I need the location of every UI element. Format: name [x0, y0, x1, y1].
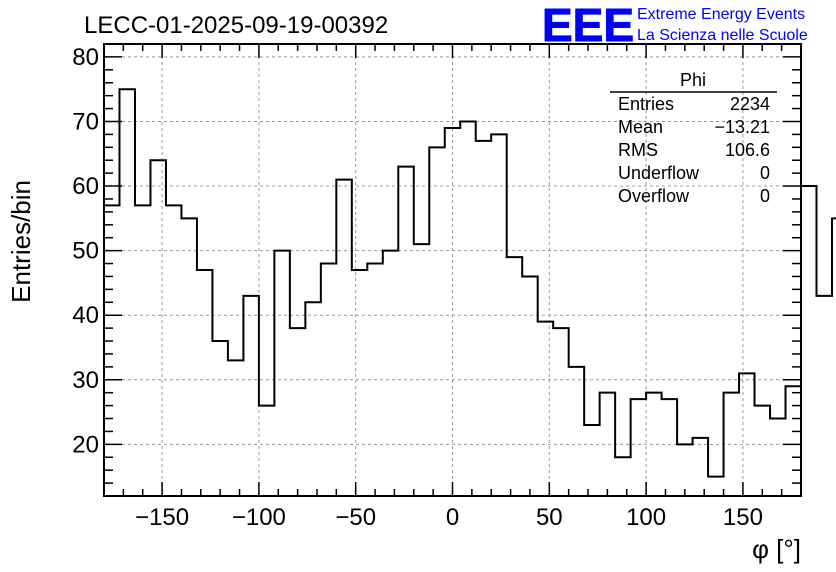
stats-row-label: Overflow	[618, 186, 690, 206]
stats-box-title: Phi	[680, 70, 706, 90]
y-tick-label: 80	[72, 44, 99, 71]
stats-row-value: 2234	[730, 94, 770, 114]
stats-row-value: 106.6	[725, 140, 770, 160]
stats-row-value: 0	[760, 163, 770, 183]
logo-line-1: Extreme Energy Events	[637, 6, 805, 23]
x-tick-label: −100	[232, 504, 286, 531]
logo-mark: EEE	[542, 0, 634, 51]
x-tick-label: −50	[335, 504, 376, 531]
x-tick-label: 0	[446, 504, 459, 531]
stats-row-label: Entries	[618, 94, 674, 114]
stats-row-label: Mean	[618, 117, 663, 137]
x-tick-label: 150	[723, 504, 763, 531]
y-tick-labels: 20 30 40 50 60 70 80	[72, 44, 99, 458]
histogram-series	[104, 88, 836, 478]
y-axis-label: Entries/bin	[6, 180, 36, 303]
x-tick-label: −150	[135, 504, 189, 531]
y-tick-label: 60	[72, 173, 99, 200]
x-axis-label: φ [°]	[752, 534, 801, 564]
y-tick-label: 20	[72, 431, 99, 458]
x-tick-label: 50	[536, 504, 563, 531]
stats-box-rows: Entries 2234 Mean −13.21 RMS 106.6 Underflow 0 O…	[618, 94, 770, 206]
stats-row-label: Underflow	[618, 163, 700, 183]
chart-title: LECC-01-2025-09-19-00392	[84, 12, 388, 39]
logo-line-2: La Scienza nelle Scuole	[637, 27, 808, 44]
stats-row-value: 0	[760, 186, 770, 206]
axis-ticks	[103, 43, 802, 496]
y-tick-label: 70	[72, 108, 99, 135]
x-tick-labels: −150 −100 −50 0 50 100 150	[135, 504, 763, 531]
stats-row-label: RMS	[618, 140, 658, 160]
y-tick-label: 40	[72, 302, 99, 329]
y-tick-label: 50	[72, 238, 99, 265]
y-tick-label: 30	[72, 367, 99, 394]
stats-box: Phi Entries 2234 Mean −13.21 RMS 106.6 Underfl…	[610, 70, 777, 206]
x-tick-label: 100	[626, 504, 666, 531]
stats-row-value: −13.21	[714, 117, 770, 137]
logo: EEE Extreme Energy Events La Scienza nel…	[542, 0, 808, 52]
